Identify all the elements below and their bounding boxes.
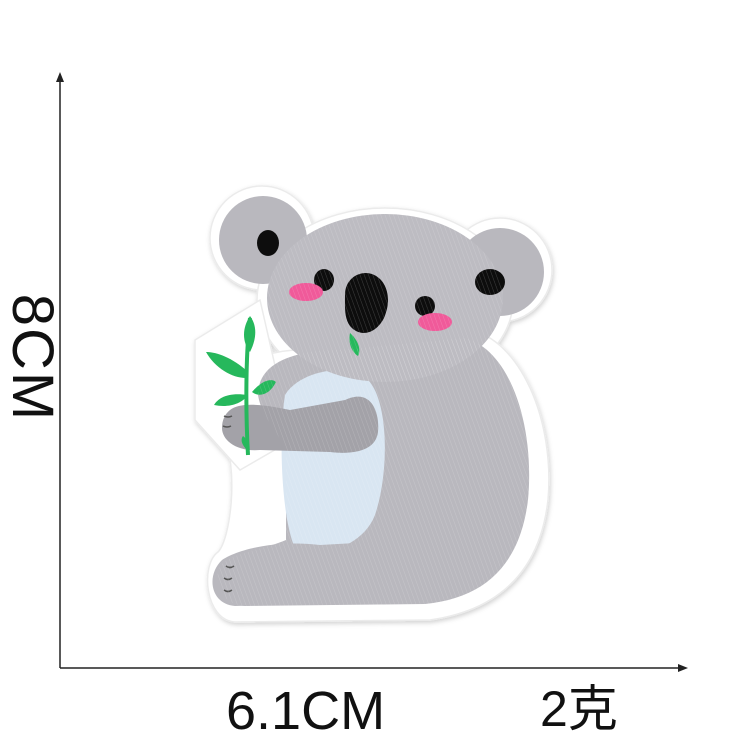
height-dimension-label: 8CM	[0, 293, 65, 423]
axis-arrow-right-icon	[678, 664, 688, 672]
width-dimension-label: 6.1CM	[226, 681, 386, 741]
axis-arrow-up-icon	[56, 72, 64, 82]
koala-eye-left	[257, 230, 279, 256]
weight-label: 2克	[540, 681, 618, 737]
horizontal-axis	[60, 664, 688, 672]
eucalyptus-branch	[206, 316, 276, 456]
embroidery-texture	[217, 214, 530, 606]
koala-patch	[194, 185, 553, 623]
claw-stitches	[222, 415, 233, 428]
vertical-axis	[56, 72, 64, 668]
